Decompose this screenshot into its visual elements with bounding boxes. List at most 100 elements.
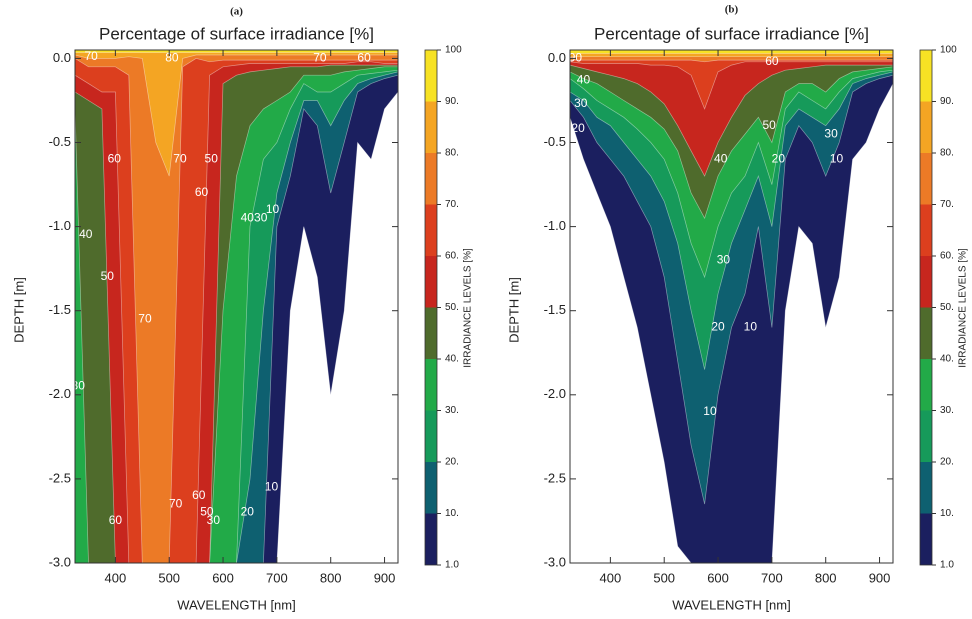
x-axis-label: WAVELENGTH [nm] [672, 597, 790, 612]
contour-label: 90 [569, 51, 583, 65]
contour-label: 30 [824, 126, 838, 140]
contour-label: 40 [79, 227, 93, 241]
y-tick-label: -2.5 [49, 470, 71, 485]
colorbar-label: IRRADIANCE LEVELS [%] [463, 248, 474, 368]
chart-title: Percentage of surface irradiance [%] [594, 24, 869, 43]
contour-label: 40 [714, 151, 728, 165]
colorbar-swatch [920, 153, 932, 205]
colorbar-swatch [920, 256, 932, 308]
colorbar-tick-label: 10. [445, 508, 459, 519]
contour-label: 30 [574, 96, 588, 110]
colorbar-swatch [425, 307, 437, 359]
contour-label: 40 [241, 210, 255, 224]
contour-label: 50 [200, 505, 214, 519]
contour-label: 20 [711, 320, 725, 334]
plot-frame [569, 49, 894, 564]
x-tick-label: 400 [600, 570, 622, 585]
contour-label: 20 [571, 121, 585, 135]
colorbar-tick-label: 80. [445, 148, 459, 159]
colorbar-swatch [425, 513, 437, 565]
contour-label: 1 [828, 320, 835, 334]
y-tick-label: -1.0 [49, 218, 71, 233]
x-tick-label: 700 [761, 570, 783, 585]
x-tick-label: 900 [869, 570, 891, 585]
contour-label: 70 [313, 51, 327, 65]
x-tick-label: 700 [266, 570, 288, 585]
panel-label: (a) [230, 6, 243, 18]
contour-label: 30 [207, 513, 221, 527]
colorbar-tick-label: 50. [445, 302, 459, 313]
colorbar-tick-label: 60. [445, 251, 459, 262]
contour-label: 40 [577, 72, 591, 86]
colorbar-swatch [920, 513, 932, 565]
colorbar-swatch [920, 204, 932, 256]
contour-band [570, 50, 893, 110]
contour-band [75, 50, 398, 563]
y-tick-label: -2.0 [49, 386, 71, 401]
colorbar-tick-label: 1.0 [940, 560, 954, 571]
x-axis-label: WAVELENGTH [nm] [177, 597, 295, 612]
contour-label: 70 [138, 311, 152, 325]
y-axis-label: DEPTH [m] [506, 277, 521, 343]
x-tick-label: 600 [707, 570, 729, 585]
contour-label: 1 [631, 337, 638, 351]
contour-label: 60 [108, 151, 122, 165]
colorbar-swatch [425, 256, 437, 308]
contour-label: 70 [169, 496, 183, 510]
colorbar-tick-label: 100 [940, 45, 957, 56]
contour-label: 70 [84, 49, 98, 63]
contour-label: 10 [567, 148, 581, 162]
contour-label: 10 [830, 151, 844, 165]
colorbar-swatch [920, 410, 932, 462]
y-tick-label: -2.0 [544, 386, 566, 401]
colorbar-label: IRRADIANCE LEVELS [%] [958, 248, 969, 368]
contour-label: 60 [192, 488, 206, 502]
contour-band [570, 50, 893, 220]
contour-label: 1 [282, 522, 289, 536]
y-tick-label: -3.0 [544, 554, 566, 569]
y-tick-label: -0.5 [544, 134, 566, 149]
colorbar-swatch [425, 101, 437, 153]
colorbar-tick-label: 1.0 [445, 560, 459, 571]
contour-label: 60 [357, 51, 371, 65]
y-tick-label: -1.5 [544, 302, 566, 317]
colorbar-tick-label: 10. [940, 508, 954, 519]
y-tick-label: -1.5 [49, 302, 71, 317]
contour-label: 30 [254, 210, 268, 224]
colorbar-tick-label: 90. [940, 96, 954, 107]
contour-label: 20 [241, 505, 255, 519]
colorbar-tick-label: 60. [940, 251, 954, 262]
colorbar-swatch [920, 50, 932, 102]
y-axis-label: DEPTH [m] [11, 277, 26, 343]
contour-band [570, 50, 893, 54]
colorbar-swatch [425, 153, 437, 205]
colorbar-tick-label: 50. [940, 302, 954, 313]
contour-label: 50 [205, 151, 219, 165]
colorbar-tick-label: 40. [940, 354, 954, 365]
colorbar-swatch [920, 307, 932, 359]
y-tick-label: -2.5 [544, 470, 566, 485]
x-tick-label: 800 [320, 570, 342, 585]
colorbar-tick-label: 80. [940, 148, 954, 159]
colorbar-swatch [425, 50, 437, 102]
contour-band [570, 50, 893, 177]
contour-label: 10 [703, 404, 717, 418]
y-tick-label: -1.0 [544, 218, 566, 233]
x-tick-label: 600 [212, 570, 234, 585]
contour-label: 10 [266, 202, 280, 216]
colorbar-swatch [920, 101, 932, 153]
contour-label: 10 [744, 320, 758, 334]
colorbar-swatch [425, 410, 437, 462]
y-tick-label: -3.0 [49, 554, 71, 569]
y-tick-label: 0.0 [548, 50, 566, 65]
chart-title: Percentage of surface irradiance [%] [99, 24, 374, 43]
colorbar-tick-label: 70. [445, 199, 459, 210]
x-tick-label: 500 [158, 570, 180, 585]
x-tick-label: 900 [374, 570, 396, 585]
colorbar-swatch [920, 359, 932, 411]
colorbar-tick-label: 30. [445, 405, 459, 416]
colorbar-tick-label: 30. [940, 405, 954, 416]
contour-label: 60 [195, 185, 209, 199]
colorbar-tick-label: 100 [445, 45, 462, 56]
colorbar-tick-label: 20. [940, 457, 954, 468]
